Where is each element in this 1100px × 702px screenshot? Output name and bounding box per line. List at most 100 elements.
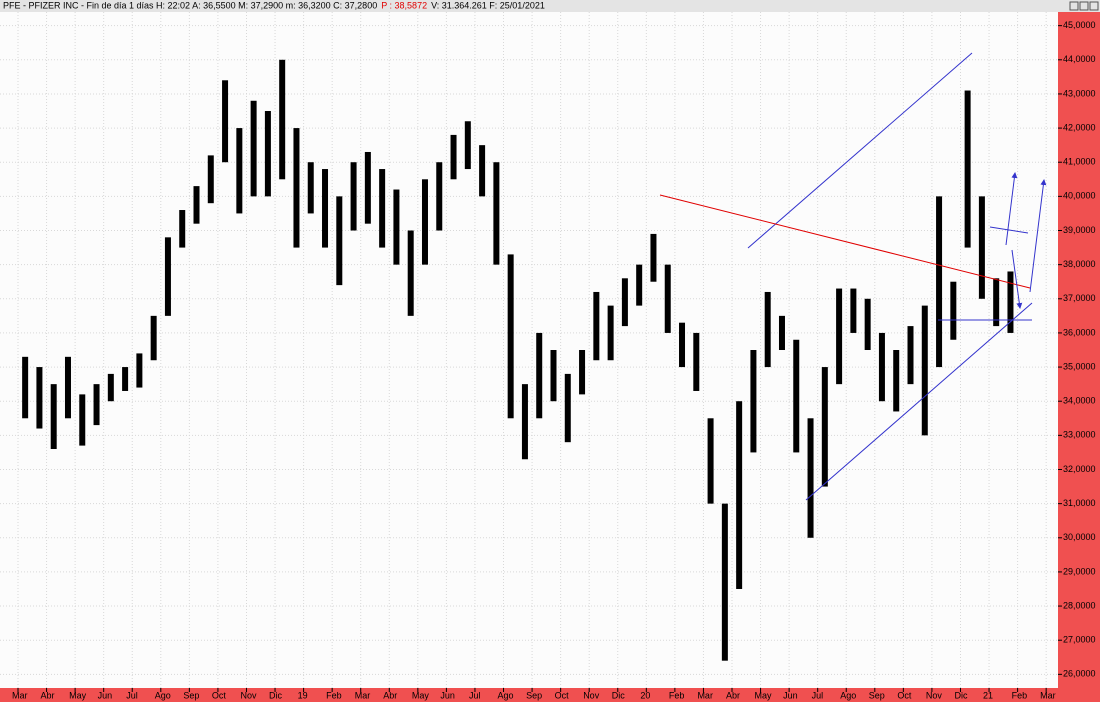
price-bar bbox=[736, 401, 743, 589]
channel-lower bbox=[805, 302, 1033, 501]
price-bar bbox=[421, 179, 428, 265]
price-bar bbox=[593, 291, 600, 361]
header-rest: V: 31.364.261 F: 25/01/2021 bbox=[431, 1, 545, 11]
y-tick-label: 42,0000 bbox=[1063, 122, 1096, 132]
price-bar bbox=[664, 264, 671, 333]
price-bar bbox=[264, 111, 271, 197]
price-bar bbox=[636, 264, 643, 306]
price-bar bbox=[436, 162, 443, 231]
x-tick-label: Mar bbox=[12, 690, 28, 700]
price-bar bbox=[79, 394, 86, 446]
y-tick-label: 41,0000 bbox=[1063, 157, 1096, 167]
x-tick-label: Jun bbox=[98, 690, 113, 700]
x-tick-label: Feb bbox=[1012, 690, 1028, 700]
y-tick-label: 35,0000 bbox=[1063, 361, 1096, 371]
price-bar bbox=[721, 503, 728, 661]
close-button[interactable] bbox=[1089, 1, 1099, 11]
x-tick-label: Jul bbox=[126, 690, 138, 700]
price-bar bbox=[336, 196, 343, 286]
window-buttons[interactable] bbox=[1069, 1, 1099, 11]
x-tick-label: Abr bbox=[383, 690, 397, 700]
price-bar bbox=[936, 196, 943, 368]
y-tick-label: 37,0000 bbox=[1063, 293, 1096, 303]
y-tick-label: 31,0000 bbox=[1063, 498, 1096, 508]
price-bar bbox=[964, 90, 971, 248]
y-tick-label: 27,0000 bbox=[1063, 635, 1096, 645]
price-bar bbox=[207, 155, 214, 204]
price-bar bbox=[993, 278, 1000, 327]
y-tick-label: 44,0000 bbox=[1063, 54, 1096, 64]
flag-line bbox=[989, 226, 1029, 234]
arrow-down bbox=[1011, 249, 1023, 309]
price-bar bbox=[921, 305, 928, 436]
x-tick-label: Dic bbox=[954, 690, 967, 700]
x-tick-label: May bbox=[412, 690, 430, 700]
price-bar bbox=[22, 356, 29, 419]
price-bar bbox=[407, 230, 414, 316]
y-tick-label: 30,0000 bbox=[1063, 532, 1096, 542]
x-tick-label: Ago bbox=[840, 690, 856, 700]
price-bar bbox=[850, 288, 857, 333]
y-tick-label: 33,0000 bbox=[1063, 430, 1096, 440]
price-bar bbox=[893, 350, 900, 412]
marks bbox=[0, 12, 1058, 688]
price-bar bbox=[579, 350, 586, 395]
price-bar bbox=[393, 189, 400, 265]
price-bar bbox=[707, 418, 714, 504]
x-tick-label: Mar bbox=[697, 690, 713, 700]
price-bar bbox=[550, 350, 557, 402]
price-bar bbox=[164, 237, 171, 316]
price-bar bbox=[122, 367, 129, 391]
price-bar bbox=[193, 186, 200, 224]
y-tick-label: 28,0000 bbox=[1063, 600, 1096, 610]
y-tick-label: 36,0000 bbox=[1063, 327, 1096, 337]
price-bar bbox=[564, 373, 571, 443]
price-bar bbox=[293, 128, 300, 248]
y-tick-label: 45,0000 bbox=[1063, 20, 1096, 30]
price-bar bbox=[978, 196, 985, 299]
x-tick-label: Nov bbox=[583, 690, 600, 700]
x-tick-label: Oct bbox=[212, 690, 227, 700]
x-tick-label: Oct bbox=[897, 690, 912, 700]
x-tick-label: Dic bbox=[269, 690, 282, 700]
y-tick-label: 38,0000 bbox=[1063, 259, 1096, 269]
price-bar bbox=[507, 254, 514, 419]
price-bar bbox=[450, 134, 457, 180]
price-bar bbox=[222, 80, 229, 163]
x-tick-label: Sep bbox=[526, 690, 542, 700]
title-bar bbox=[0, 0, 1100, 12]
price-bar bbox=[93, 384, 100, 426]
price-bar bbox=[1007, 271, 1014, 333]
x-tick-label: Abr bbox=[41, 690, 55, 700]
maximize-button[interactable] bbox=[1079, 1, 1089, 11]
x-tick-label: Mar bbox=[1040, 690, 1056, 700]
channel-upper bbox=[747, 52, 973, 249]
y-tick-label: 26,0000 bbox=[1063, 669, 1096, 679]
price-bar bbox=[621, 278, 628, 327]
price-bar bbox=[836, 288, 843, 385]
x-tick-label: 20 bbox=[640, 690, 650, 700]
y-tick-label: 32,0000 bbox=[1063, 464, 1096, 474]
price-bar bbox=[179, 210, 186, 248]
y-tick-label: 29,0000 bbox=[1063, 566, 1096, 576]
price-bar bbox=[322, 169, 329, 248]
x-tick-label: Jun bbox=[783, 690, 798, 700]
x-tick-label: May bbox=[755, 690, 773, 700]
x-tick-label: Feb bbox=[326, 690, 342, 700]
price-bar bbox=[821, 367, 828, 487]
header-text: PFE - PFIZER INC - Fin de día 1 días H: … bbox=[3, 1, 545, 11]
x-tick-label: 21 bbox=[983, 690, 993, 700]
price-bar bbox=[479, 145, 486, 197]
minimize-button[interactable] bbox=[1069, 1, 1079, 11]
x-tick-label: 19 bbox=[298, 690, 308, 700]
y-axis-panel bbox=[1058, 12, 1100, 702]
price-bar bbox=[64, 356, 71, 419]
x-tick-label: Ago bbox=[155, 690, 171, 700]
price-bar bbox=[607, 305, 614, 361]
x-tick-label: Feb bbox=[669, 690, 685, 700]
y-tick-label: 43,0000 bbox=[1063, 88, 1096, 98]
price-bar bbox=[950, 281, 957, 340]
price-bar bbox=[150, 315, 157, 361]
y-tick-label: 34,0000 bbox=[1063, 396, 1096, 406]
x-axis-panel bbox=[0, 688, 1058, 702]
